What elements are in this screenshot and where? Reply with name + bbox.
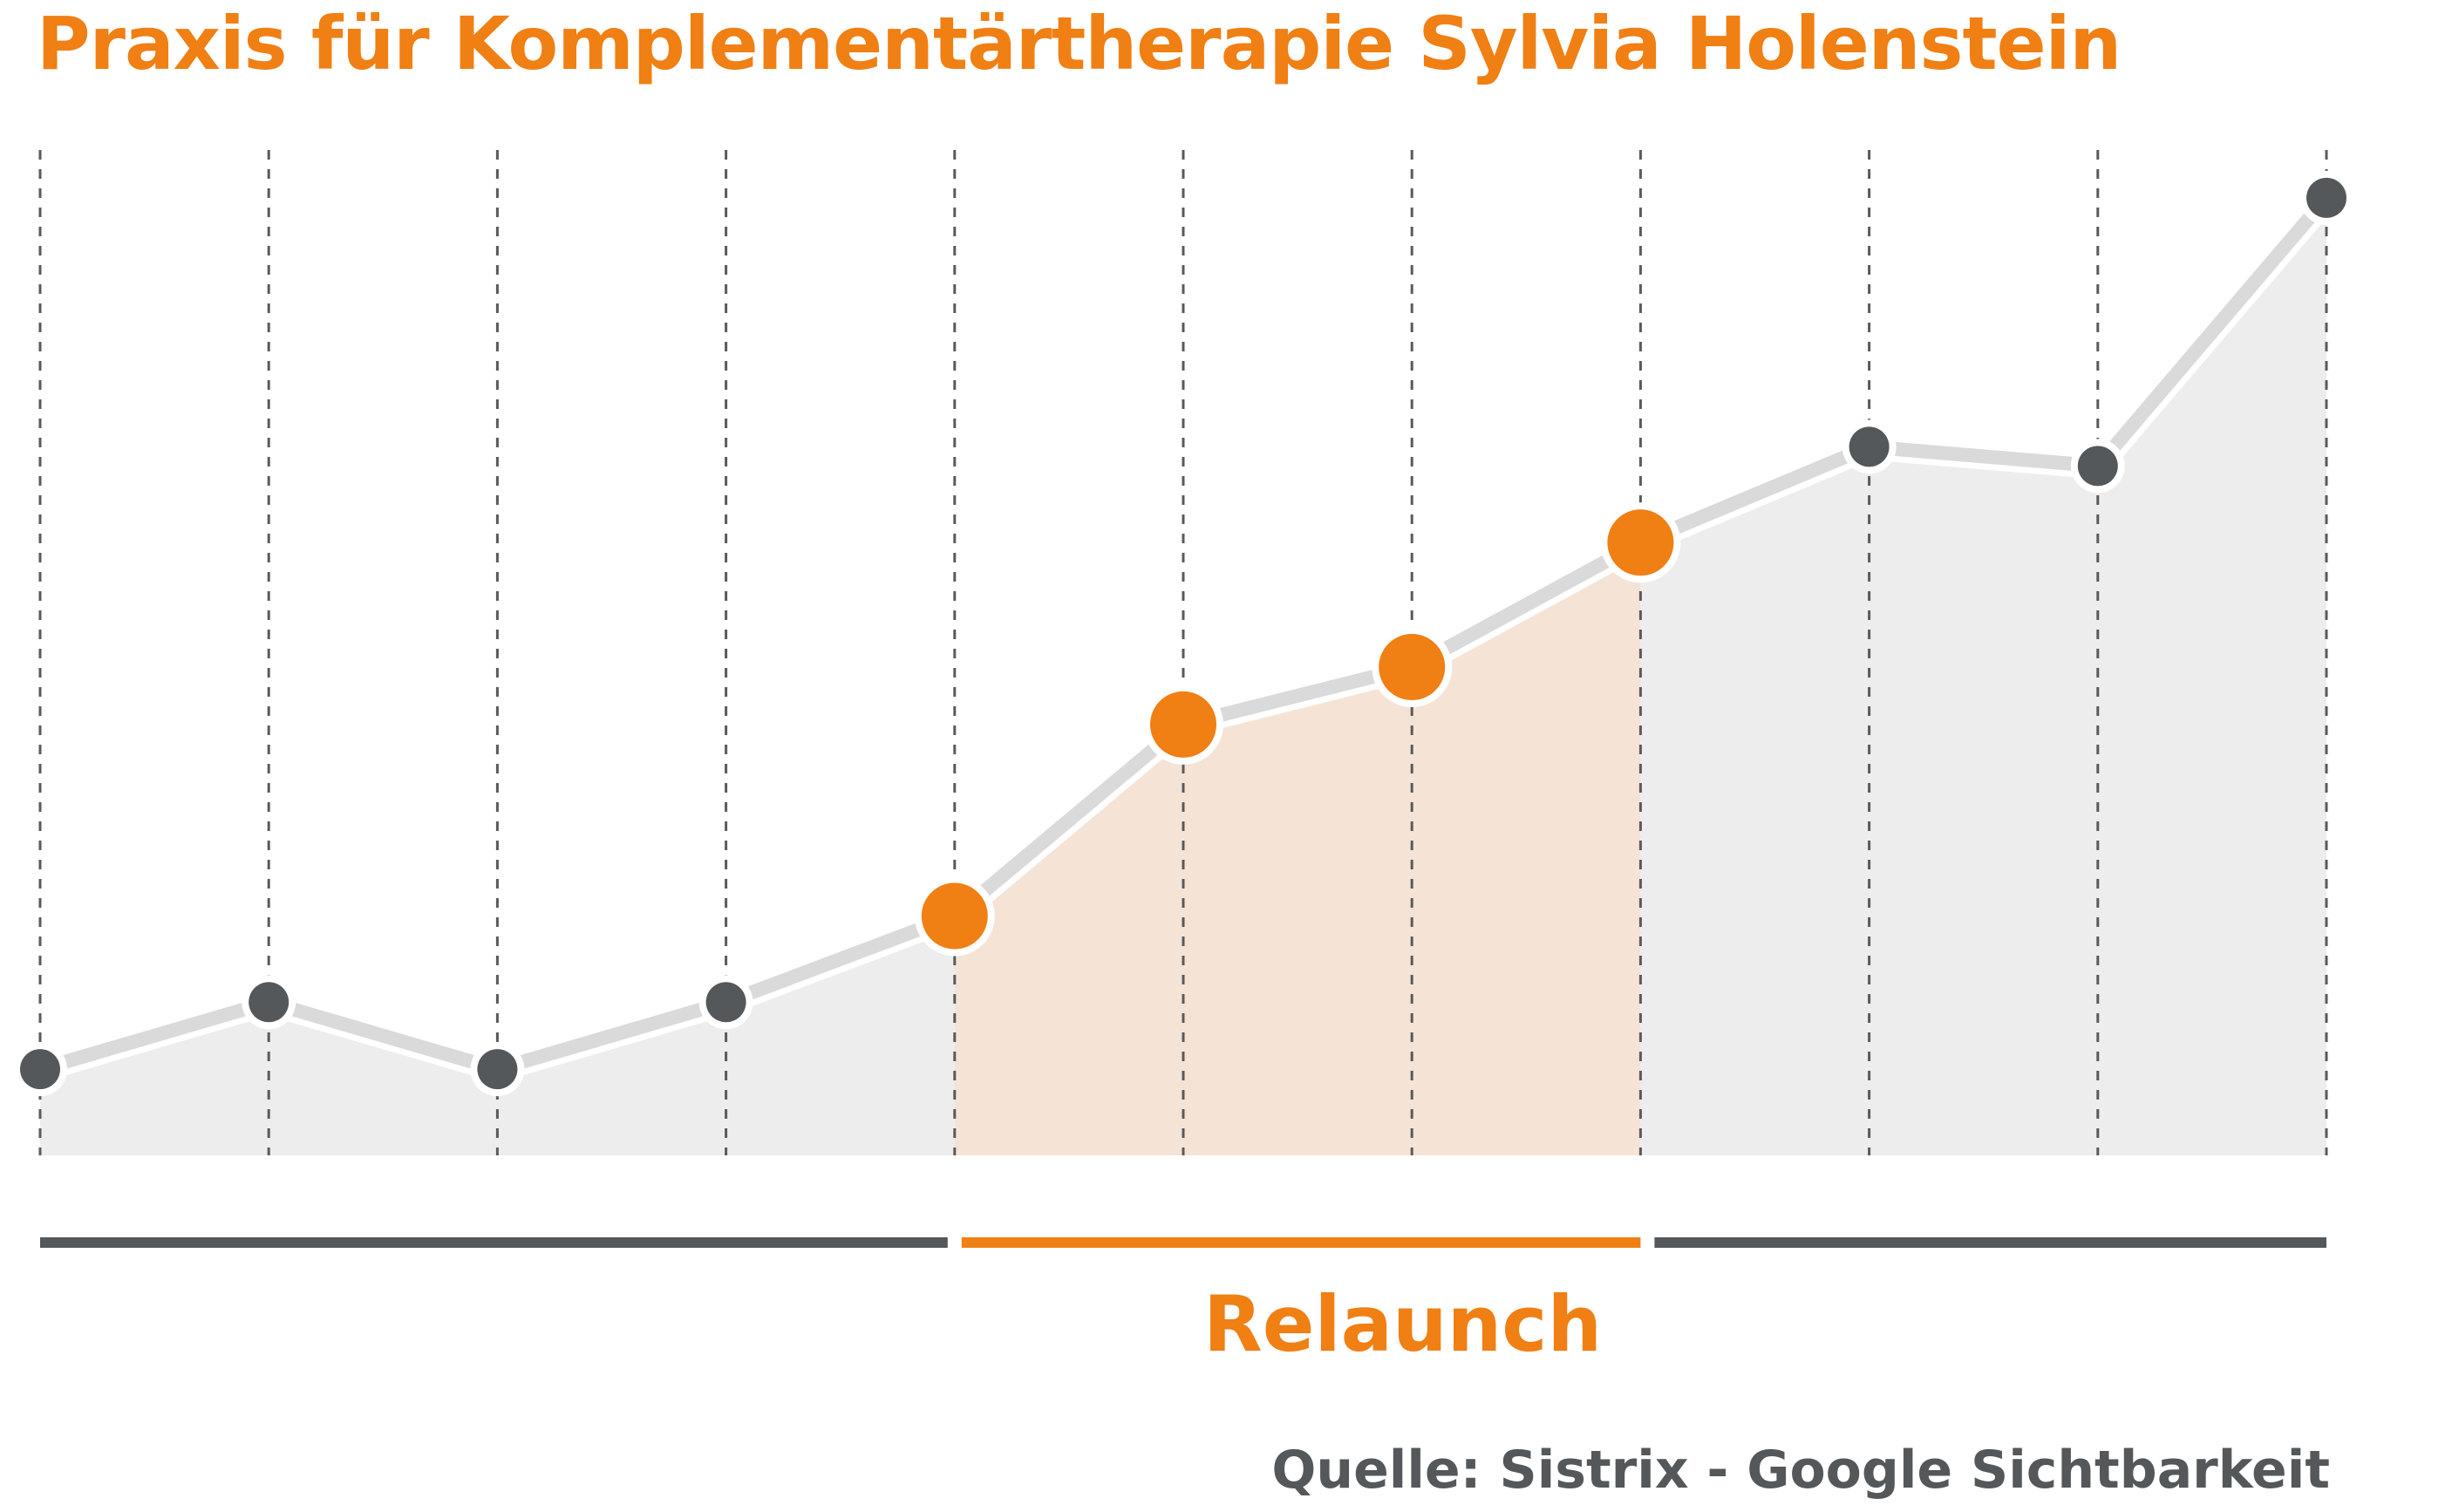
relaunch-data-point [1379,633,1446,700]
data-point [249,982,289,1023]
relaunch-data-point [1150,691,1216,758]
relaunch-data-point [921,882,988,950]
area-fills [40,197,2326,1155]
data-point [1849,426,1890,467]
data-point [20,1049,60,1090]
source-label: Quelle: Sistrix - Google Sichtbarkeit [1271,1440,2330,1501]
area-fill [40,197,2326,1155]
relaunch-area-fill [954,542,1641,1155]
data-point [705,982,746,1023]
data-points [13,170,2353,1097]
relaunch-data-point [1607,509,1674,576]
data-point [477,1049,518,1090]
data-point [2306,177,2346,218]
relaunch-label: Relaunch [1203,1279,1603,1369]
chart-title: Praxis für Komplementärtherapie Sylvia H… [37,1,2122,86]
data-point [2077,446,2118,487]
